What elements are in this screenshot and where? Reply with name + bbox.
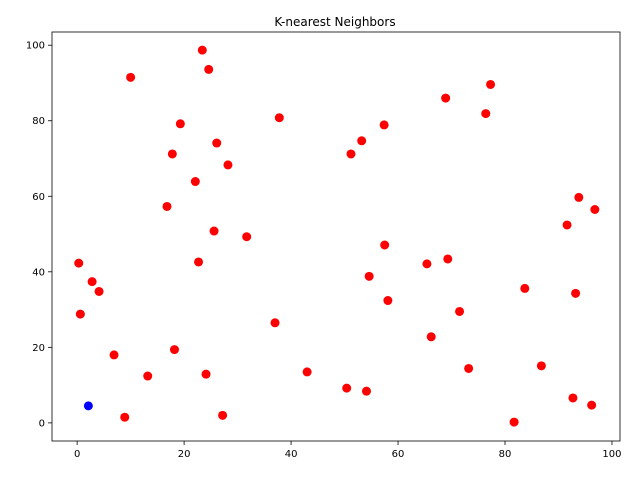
training-point	[162, 201, 172, 211]
training-point	[422, 259, 432, 269]
training-point	[197, 45, 207, 55]
training-point	[509, 417, 519, 427]
training-point	[464, 363, 474, 373]
x-tick-label: 60	[392, 449, 405, 460]
training-point	[75, 309, 85, 319]
chart-title: K-nearest Neighbors	[274, 15, 395, 29]
x-tick-label: 40	[285, 449, 298, 460]
training-point	[218, 410, 228, 420]
x-axis: 0 20 40 60 80 100	[74, 441, 622, 460]
training-point	[587, 400, 597, 410]
training-point	[520, 283, 530, 293]
x-tick-label: 80	[499, 449, 512, 460]
y-tick-label: 80	[32, 116, 45, 127]
training-point	[568, 393, 578, 403]
training-point	[574, 192, 584, 202]
training-point	[109, 350, 119, 360]
training-point	[209, 226, 219, 236]
training-point	[380, 240, 390, 250]
training-point	[357, 136, 367, 146]
training-point	[87, 277, 97, 287]
x-tick-label: 0	[74, 449, 80, 460]
training-point	[274, 113, 284, 123]
training-point	[342, 383, 352, 393]
training-point	[590, 204, 600, 214]
training-point	[190, 177, 200, 187]
training-point	[74, 258, 84, 268]
y-axis: 0 20 40 60 80 100	[26, 41, 52, 429]
training-point	[270, 318, 280, 328]
training-point	[481, 109, 491, 119]
training-point	[302, 367, 312, 377]
training-point	[443, 254, 453, 264]
training-point	[379, 120, 389, 130]
y-tick-label: 40	[32, 267, 45, 278]
training-point	[441, 93, 451, 103]
training-point	[383, 296, 393, 306]
training-point	[571, 288, 581, 298]
training-point	[536, 361, 546, 371]
training-point	[175, 119, 185, 129]
training-point	[94, 286, 104, 296]
training-point	[562, 220, 572, 230]
training-point	[212, 138, 222, 148]
training-point	[126, 72, 136, 82]
training-point	[169, 345, 179, 355]
training-point	[143, 371, 153, 381]
training-point	[201, 369, 211, 379]
training-point	[346, 149, 356, 159]
y-tick-label: 0	[39, 418, 45, 429]
training-point	[204, 64, 214, 74]
plot-area-frame	[51, 31, 621, 442]
training-point	[242, 232, 252, 242]
training-point	[120, 412, 130, 422]
y-tick-label: 20	[32, 343, 45, 354]
training-point	[486, 79, 496, 89]
query-point	[83, 401, 93, 411]
y-tick-label: 60	[32, 192, 45, 203]
training-point	[167, 149, 177, 159]
training-point	[364, 271, 374, 281]
points-layer	[74, 45, 600, 427]
x-tick-label: 100	[602, 449, 621, 460]
training-point	[223, 160, 233, 170]
x-tick-label: 20	[178, 449, 191, 460]
training-point	[361, 386, 371, 396]
training-point	[455, 306, 465, 316]
training-point	[426, 332, 436, 342]
training-point	[194, 257, 204, 267]
y-tick-label: 100	[26, 41, 45, 52]
